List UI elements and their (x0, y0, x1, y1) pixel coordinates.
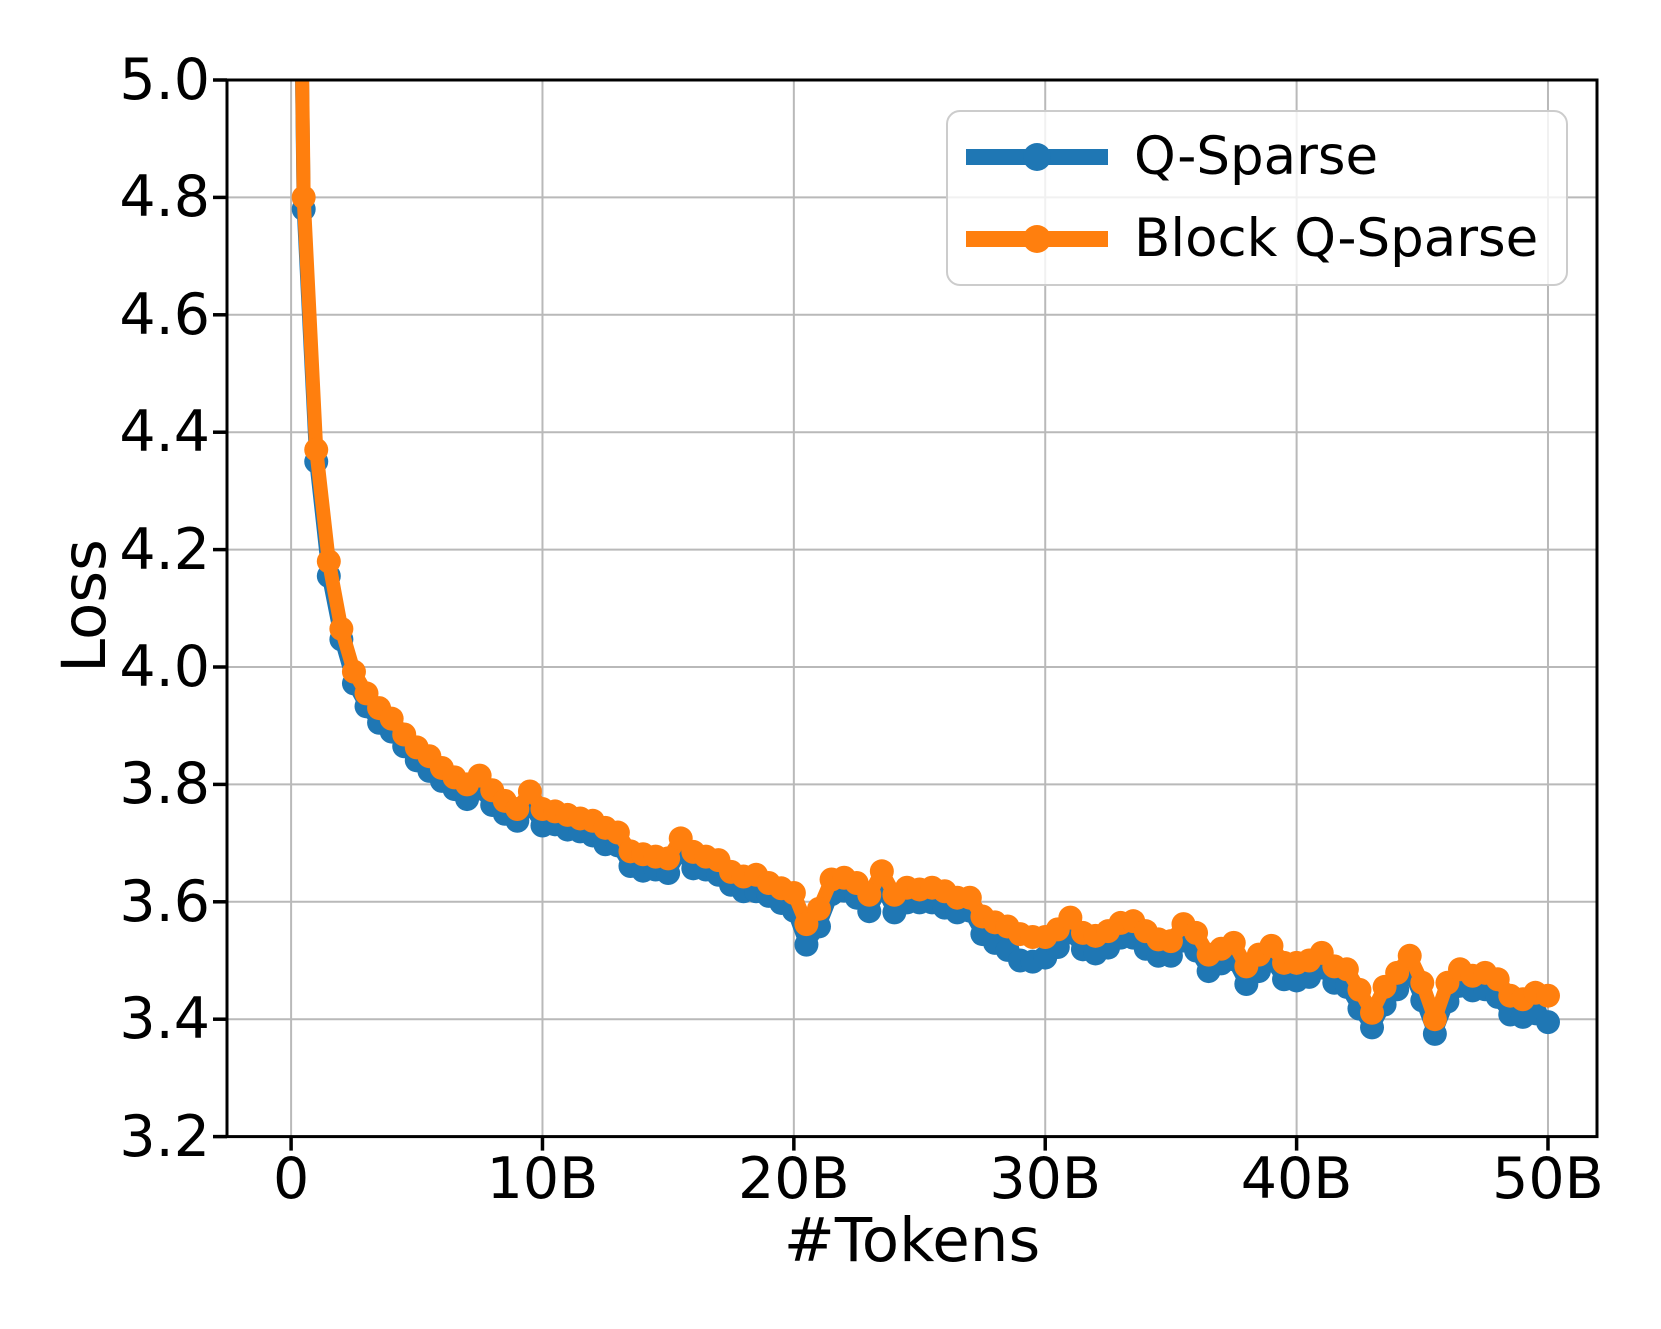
axes-spines-and-ticks (213, 78, 1599, 1151)
legend-entry-block-q-sparse: Block Q-Sparse (948, 203, 1566, 275)
y-tick-label-4.0: 4.0 (119, 634, 210, 700)
x-axis-label: #Tokens (783, 1205, 1041, 1276)
y-tick-label-4.8: 4.8 (119, 164, 210, 231)
y-tick-label-5.0: 5.0 (119, 47, 210, 113)
x-tick-label-50B: 50B (1492, 1146, 1604, 1212)
block-q-sparse-line-marker-sample (966, 224, 1108, 253)
legend: Q-Sparse Block Q-Sparse (946, 110, 1568, 286)
legend-entry-q-sparse: Q-Sparse (948, 121, 1566, 193)
q-sparse-line-marker-sample (966, 143, 1108, 172)
y-tick-label-3.4: 3.4 (119, 986, 210, 1053)
y-tick-label-3.8: 3.8 (119, 751, 210, 818)
y-tick-label-4.6: 4.6 (119, 281, 210, 348)
legend-label-q-sparse: Q-Sparse (1134, 126, 1379, 188)
x-tick-label-20B: 20B (738, 1146, 850, 1212)
data-series (291, 80, 1560, 1046)
x-tick-label-40B: 40B (1240, 1146, 1353, 1212)
y-tick-label-3.2: 3.2 (119, 1103, 210, 1170)
y-tick-label-3.6: 3.6 (119, 868, 210, 935)
legend-label-block-q-sparse: Block Q-Sparse (1134, 207, 1539, 269)
y-tick-label-4.4: 4.4 (119, 399, 210, 466)
x-tick-label-0: 0 (272, 1146, 310, 1212)
y-tick-label-4.2: 4.2 (119, 516, 210, 583)
x-tick-label-30B: 30B (989, 1146, 1102, 1212)
x-tick-label-10B: 10B (486, 1146, 599, 1212)
